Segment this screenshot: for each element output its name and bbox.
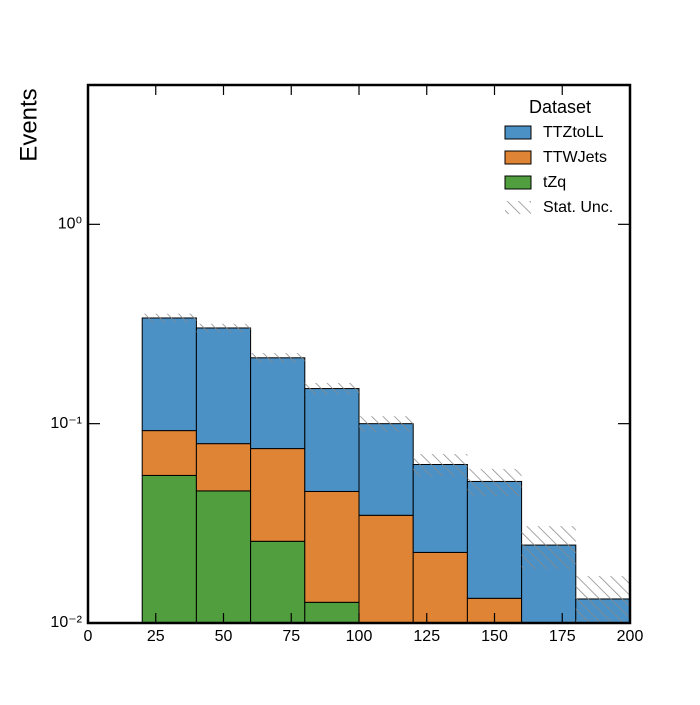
x-tick-label: 175 <box>549 628 576 645</box>
stat-unc-band <box>304 382 359 395</box>
x-tick-label: 75 <box>282 628 300 645</box>
stat-unc-band <box>142 313 197 323</box>
legend-title: Dataset <box>529 97 591 117</box>
y-tick-label: 10⁰ <box>58 216 82 233</box>
legend-swatch <box>504 175 532 190</box>
x-tick-label: 50 <box>215 628 233 645</box>
y-tick-label: 10⁻¹ <box>50 415 82 432</box>
histogram-bar <box>250 540 306 623</box>
x-tick-label: 100 <box>346 628 373 645</box>
histogram-bar <box>304 490 360 603</box>
legend-swatch <box>504 125 532 140</box>
histogram-bar <box>141 474 197 623</box>
x-tick-label: 200 <box>617 628 644 645</box>
legend-swatch <box>504 150 532 165</box>
legend-swatch <box>505 201 531 214</box>
histogram-bar <box>250 357 306 450</box>
histogram-bar <box>195 443 252 492</box>
stat-unc-band <box>575 576 630 623</box>
x-tick-label: 150 <box>481 628 508 645</box>
histogram-bar <box>412 463 468 553</box>
histogram-bar <box>250 448 306 542</box>
x-tick-label: 0 <box>84 628 93 645</box>
x-tick-label: 125 <box>413 628 440 645</box>
legend-label: Stat. Unc. <box>543 199 613 216</box>
legend-label: TTZtoLL <box>543 124 604 141</box>
stat-unc-band <box>521 526 576 570</box>
histogram-bar <box>412 551 468 623</box>
stat-unc-band <box>250 353 305 363</box>
histogram-bar <box>358 514 414 623</box>
histogram-bar <box>358 423 414 516</box>
legend-label: tZq <box>543 174 566 191</box>
legend-label: TTWJets <box>543 149 607 166</box>
histogram-bar <box>466 480 523 599</box>
y-axis-label: Events <box>15 88 42 161</box>
stat-unc-band <box>413 454 468 477</box>
x-tick-label: 25 <box>147 628 165 645</box>
histogram-bar <box>141 317 197 432</box>
stat-unc-band <box>359 416 414 432</box>
y-tick-label: 10⁻² <box>50 614 82 631</box>
stat-unc-band <box>196 323 251 333</box>
histogram-bar <box>304 388 360 492</box>
stat-unc-band <box>467 468 522 497</box>
histogram-bar <box>195 490 252 623</box>
histogram-bar <box>195 327 252 445</box>
histogram-bar <box>141 430 197 476</box>
